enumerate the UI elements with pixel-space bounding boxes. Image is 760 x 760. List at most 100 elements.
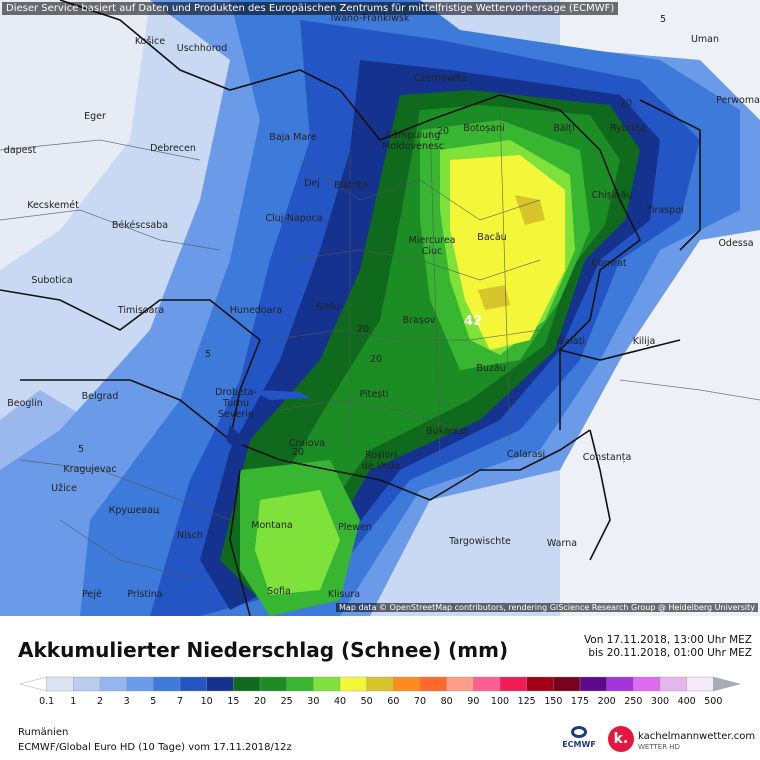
city-label: Bistrița [334, 180, 368, 191]
color-scale-swatch [126, 676, 155, 692]
color-scale-swatch [233, 676, 261, 692]
city-label: Dej [304, 178, 320, 189]
color-scale-tick: 2 [96, 696, 104, 707]
color-scale-tick: 5 [150, 696, 157, 707]
color-scale-tick: 15 [227, 696, 240, 707]
city-label: Tiraspol [645, 205, 683, 216]
color-scale-tick: 20 [253, 696, 267, 707]
region-label: Rumänien [18, 727, 69, 738]
color-scale-swatch [526, 676, 555, 692]
city-label: Buzău [476, 363, 505, 374]
color-scale-tick: 40 [333, 696, 347, 707]
city-label: Pristina [127, 589, 162, 600]
contour-label: 5 [78, 444, 84, 455]
city-label: Targowischte [448, 536, 511, 547]
color-scale-tick: 90 [467, 696, 480, 707]
city-label: Subotica [31, 275, 72, 286]
city-label: Sibiu [316, 302, 339, 313]
contour-label: 20 [292, 447, 304, 458]
city-label: Warna [547, 538, 577, 549]
city-label: Uschhorod [177, 43, 228, 54]
city-label: Uman [691, 34, 719, 45]
city-label: Pejë [82, 589, 102, 600]
color-scale-tick: 400 [677, 696, 696, 707]
city-label: Miercurea Ciuc [409, 235, 456, 257]
color-scale-tick: 175 [570, 696, 590, 707]
color-scale-swatch [286, 676, 315, 692]
city-label: Baja Mare [269, 132, 317, 143]
color-scale-swatch [419, 676, 448, 692]
color-scale-swatch [206, 676, 235, 692]
color-scale-tick: 50 [360, 696, 373, 707]
city-label: Eger [84, 111, 106, 122]
contour-label: 20 [620, 98, 632, 109]
color-scale-swatch [339, 676, 368, 692]
model-info: ECMWF/Global Euro HD (10 Tage) vom 17.11… [18, 742, 292, 753]
city-label: Kilija [633, 336, 656, 347]
color-scale-swatch [179, 676, 208, 692]
color-scale-swatch [606, 676, 635, 692]
city-label: Klisura [328, 589, 360, 600]
data-source-notice: Dieser Service basiert auf Daten und Pro… [2, 2, 619, 15]
period-to: bis 20.11.2018, 01:00 Uhr MEZ [588, 647, 752, 659]
period-from: Von 17.11.2018, 13:00 Uhr MEZ [583, 634, 752, 646]
city-label: Bukarest [426, 426, 468, 437]
color-scale-tick: 0.1 [39, 696, 55, 707]
city-label: Belgrad [82, 391, 119, 402]
city-label: Bălți [553, 123, 574, 134]
color-scale-tick: 25 [280, 696, 293, 707]
city-label: Montana [251, 520, 292, 531]
city-label: Rybnița [610, 123, 646, 134]
color-scale-swatch [446, 676, 475, 692]
city-label: dapest [4, 145, 37, 156]
color-scale-swatch [393, 676, 421, 692]
color-scale-swatch [473, 676, 501, 692]
city-label: Bacău [477, 232, 506, 243]
ecmwf-label: ECMWF [562, 740, 596, 749]
ecmwf-icon [571, 726, 587, 738]
color-scale-swatch [579, 676, 608, 692]
kachelmann-brand[interactable]: kachelmannwetter.com WETTER HD [638, 731, 755, 753]
color-scale-tick: 3 [123, 696, 130, 707]
city-label: Constanța [583, 452, 632, 463]
city-label: Perwoma [716, 95, 760, 106]
color-scale-tick: 500 [704, 696, 723, 707]
color-scale-swatch [553, 676, 581, 692]
color-scale-swatch [659, 676, 688, 692]
color-scale-tick: 200 [597, 696, 616, 707]
city-label: Beoglin [7, 398, 43, 409]
kachelmann-logo-icon[interactable]: k. [608, 726, 634, 752]
color-scale-tick: 125 [517, 696, 536, 707]
contour-label: 5 [205, 349, 211, 360]
color-scale-tick: 80 [440, 696, 453, 707]
color-scale-tick: 100 [490, 696, 510, 707]
city-label: Hunedoara [230, 305, 282, 316]
city-label: Cluj-Napoca [265, 213, 322, 224]
contour-label: 5 [660, 14, 666, 25]
color-scale-swatch [19, 676, 47, 692]
ecmwf-logo: ECMWF [560, 726, 598, 749]
color-scale-tick: 70 [413, 696, 427, 707]
city-label: Roșiori de Vede [362, 450, 401, 472]
city-label: Debrecen [150, 143, 196, 154]
color-scale-swatch [73, 676, 101, 692]
city-label: Sofia [267, 586, 291, 597]
color-scale-swatch [259, 676, 288, 692]
city-label: Pitești [359, 389, 388, 400]
brand-name: kachelmannwetter.com [638, 731, 756, 742]
color-scale-tick: 250 [624, 696, 643, 707]
map-attribution[interactable]: Map data © OpenStreetMap contributors, r… [336, 603, 758, 612]
color-scale-tick: 150 [544, 696, 563, 707]
city-label: Kragujevac [63, 464, 116, 475]
city-label: Chișinău [592, 190, 633, 201]
city-label: Craiova [289, 438, 325, 449]
brand-sub: WETTER HD [638, 743, 680, 751]
city-label: Крушевац [109, 505, 160, 516]
color-scale-tick: 60 [387, 696, 400, 707]
city-label: Békéscsaba [112, 220, 168, 231]
city-label: Galați [557, 336, 585, 347]
color-scale-tick: 10 [200, 696, 213, 707]
color-scale-swatch [633, 676, 661, 692]
color-scale-swatch [313, 676, 341, 692]
city-label: Kecskemét [27, 200, 79, 211]
